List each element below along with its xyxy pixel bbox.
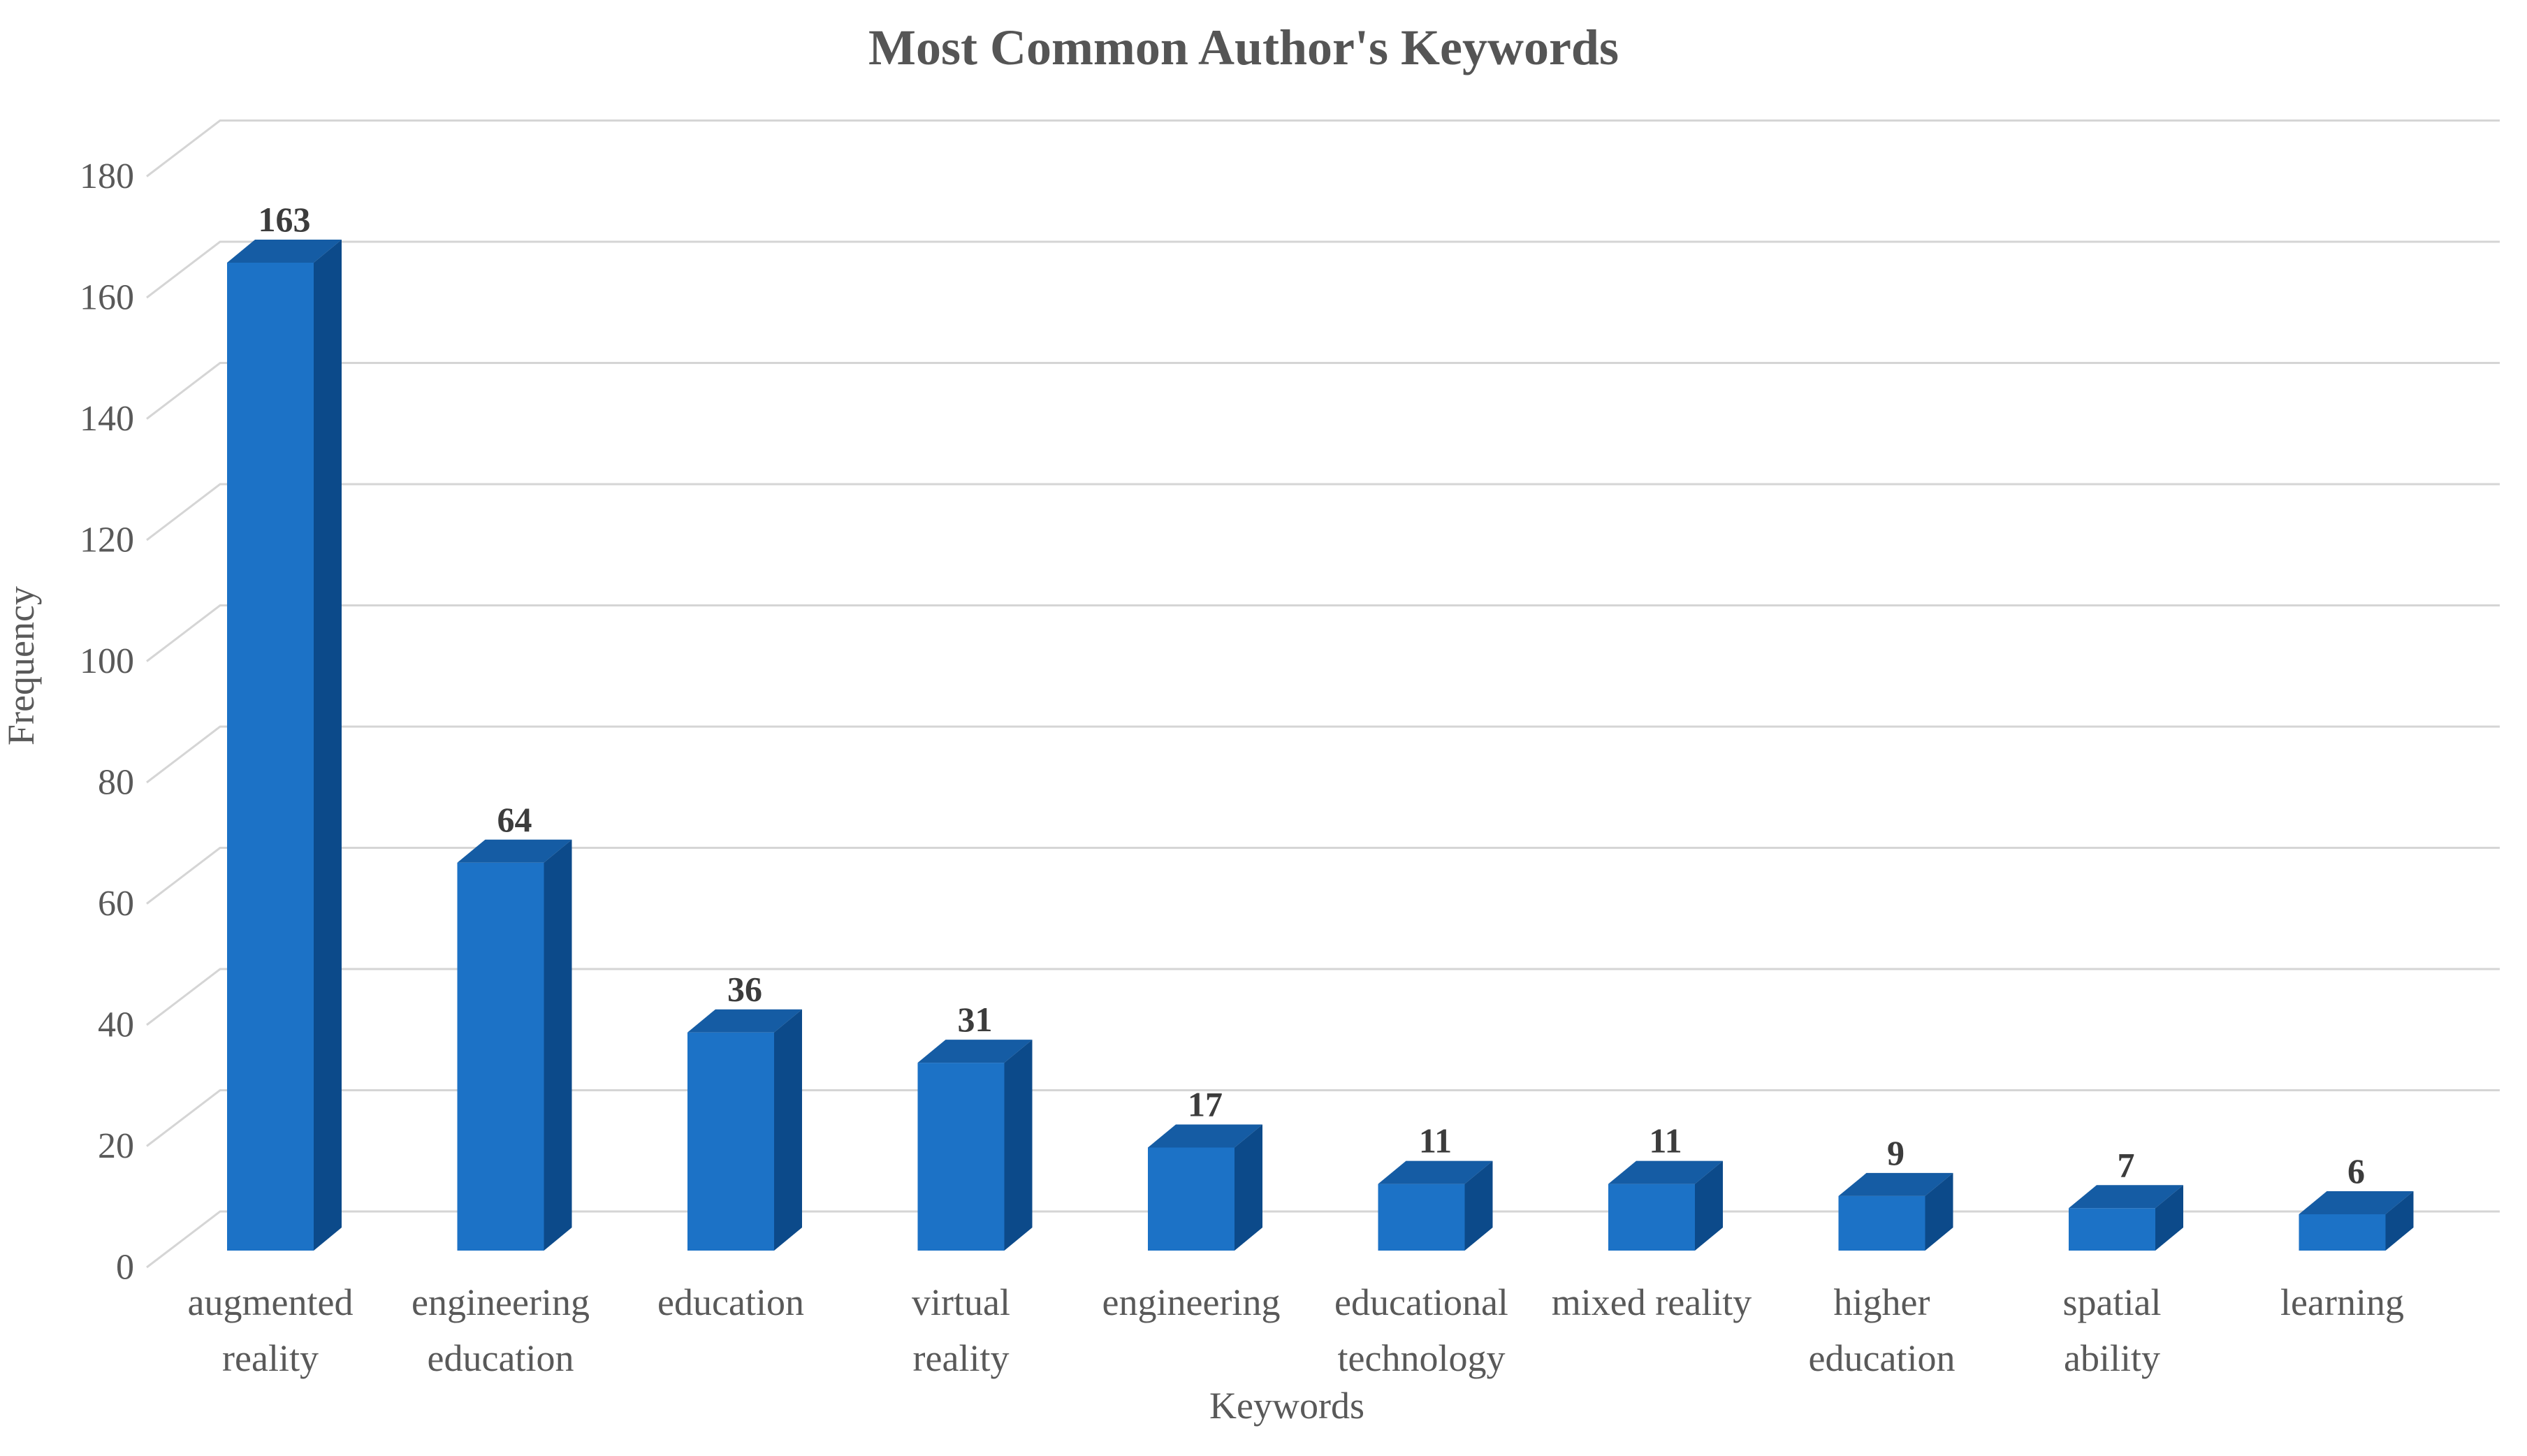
y-tick-160: 160 xyxy=(80,278,134,318)
y-tick-20: 20 xyxy=(98,1126,134,1166)
bar-front-face xyxy=(227,262,314,1251)
y-axis-title: Frequency xyxy=(0,586,42,745)
x-category-label-mixed-reality-line1: mixed reality xyxy=(1552,1281,1752,1323)
y-tick-180: 180 xyxy=(80,156,134,196)
value-labels: 163 64 36 31 17 11 11 9 7 6 xyxy=(258,200,2366,1191)
bar-side-face xyxy=(774,1009,802,1251)
x-category-label-augmented-reality-line2: reality xyxy=(222,1337,319,1379)
y-tick-80: 80 xyxy=(98,763,134,803)
bar-front-face xyxy=(1838,1195,1925,1251)
x-category-label-virtual-reality-line1: virtual xyxy=(912,1281,1010,1323)
value-label-augmented-reality: 163 xyxy=(258,200,311,239)
bar-learning xyxy=(2299,1191,2414,1251)
value-label-educational-technology: 11 xyxy=(1419,1121,1452,1160)
x-category-label-engineering-line1: engineering xyxy=(1102,1281,1281,1323)
bar-virtual-reality xyxy=(917,1040,1033,1251)
bar-spatial-ability xyxy=(2069,1185,2183,1251)
bar-front-face xyxy=(1148,1147,1235,1251)
x-category-label-higher-education-line2: education xyxy=(1809,1337,1956,1379)
y-tick-120: 120 xyxy=(80,520,134,560)
bar-side-face xyxy=(1464,1160,1493,1251)
bar-front-face xyxy=(687,1032,774,1251)
value-label-engineering: 17 xyxy=(1188,1085,1223,1124)
gridline-20 xyxy=(146,1089,2500,1147)
gridline-80 xyxy=(146,725,2500,784)
gridline-180 xyxy=(146,119,2500,177)
bar-side-face xyxy=(544,839,572,1251)
bar-higher-education xyxy=(1838,1172,1953,1251)
y-tick-140: 140 xyxy=(80,399,134,439)
bar-top-face xyxy=(1378,1160,1493,1184)
x-category-label-educational-technology-line1: educational xyxy=(1334,1281,1508,1323)
bar-top-face xyxy=(2299,1191,2414,1214)
x-category-label-engineering-education-line2: education xyxy=(428,1337,574,1379)
bar-educational-technology xyxy=(1378,1160,1493,1251)
bar-mixed-reality xyxy=(1608,1160,1723,1251)
value-label-spatial-ability: 7 xyxy=(2118,1145,2135,1184)
x-category-label-education-line1: education xyxy=(657,1281,804,1323)
bar-side-face xyxy=(2155,1185,2183,1251)
x-category-label-spatial-ability-line2: ability xyxy=(2064,1337,2160,1379)
gridline-120 xyxy=(146,483,2500,541)
bar-side-face xyxy=(1235,1124,1262,1251)
bar-top-face xyxy=(1148,1124,1262,1148)
x-category-label-augmented-reality-line1: augmented xyxy=(188,1281,354,1323)
bar-top-face xyxy=(917,1040,1033,1063)
bar-side-face xyxy=(314,239,342,1251)
gridline-160 xyxy=(146,240,2500,299)
gridline-100 xyxy=(146,604,2500,662)
x-category-label-higher-education-line1: higher xyxy=(1834,1281,1930,1323)
x-category-label-virtual-reality-line2: reality xyxy=(913,1337,1010,1379)
chart-title: Most Common Author's Keywords xyxy=(868,20,1619,75)
bar-top-face xyxy=(227,239,342,263)
x-category-labels: augmented reality engineering education educ… xyxy=(188,1281,2404,1379)
bar-engineering xyxy=(1148,1124,1262,1251)
value-label-engineering-education: 64 xyxy=(497,800,532,839)
bar-top-face xyxy=(1608,1160,1723,1184)
bar-top-face xyxy=(1838,1172,1953,1196)
x-category-label-educational-technology-line2: technology xyxy=(1338,1337,1506,1379)
gridline-40 xyxy=(146,968,2500,1026)
value-label-learning: 6 xyxy=(2347,1151,2365,1191)
bar-side-face xyxy=(1925,1172,1953,1251)
value-label-mixed-reality: 11 xyxy=(1649,1121,1682,1160)
y-tick-labels: 0 20 40 60 80 100 120 140 160 180 xyxy=(80,156,134,1288)
bar-top-face xyxy=(687,1009,802,1033)
y-tick-0: 0 xyxy=(116,1248,134,1288)
gridline-0 xyxy=(146,1210,2500,1269)
x-category-label-spatial-ability-line1: spatial xyxy=(2063,1281,2162,1323)
bars xyxy=(227,239,2414,1251)
y-tick-100: 100 xyxy=(80,641,134,681)
gridline-140 xyxy=(146,362,2500,420)
bar-front-face xyxy=(2069,1208,2155,1251)
gridline-60 xyxy=(146,847,2500,905)
bar-front-face xyxy=(1378,1184,1465,1251)
bar-side-face xyxy=(1004,1040,1033,1251)
y-tick-60: 60 xyxy=(98,884,134,924)
value-label-virtual-reality: 31 xyxy=(958,1000,993,1039)
y-tick-40: 40 xyxy=(98,1005,134,1045)
bar-front-face xyxy=(1608,1184,1695,1251)
bar-front-face xyxy=(457,862,544,1251)
bar-engineering-education xyxy=(457,839,572,1251)
bar-side-face xyxy=(2385,1191,2414,1251)
bar-side-face xyxy=(1695,1160,1723,1251)
x-category-label-engineering-education-line1: engineering xyxy=(412,1281,590,1323)
bar-top-face xyxy=(457,839,572,863)
bar-front-face xyxy=(917,1063,1005,1251)
value-label-higher-education: 9 xyxy=(1887,1133,1905,1172)
x-axis-title: Keywords xyxy=(1209,1385,1364,1427)
value-label-education: 36 xyxy=(727,970,762,1009)
bar-top-face xyxy=(2069,1185,2183,1209)
bar-augmented-reality xyxy=(227,239,342,1251)
x-category-label-learning-line1: learning xyxy=(2280,1281,2404,1323)
gridlines xyxy=(146,119,2500,1269)
bar-front-face xyxy=(2299,1214,2386,1251)
bar-education xyxy=(687,1009,802,1251)
